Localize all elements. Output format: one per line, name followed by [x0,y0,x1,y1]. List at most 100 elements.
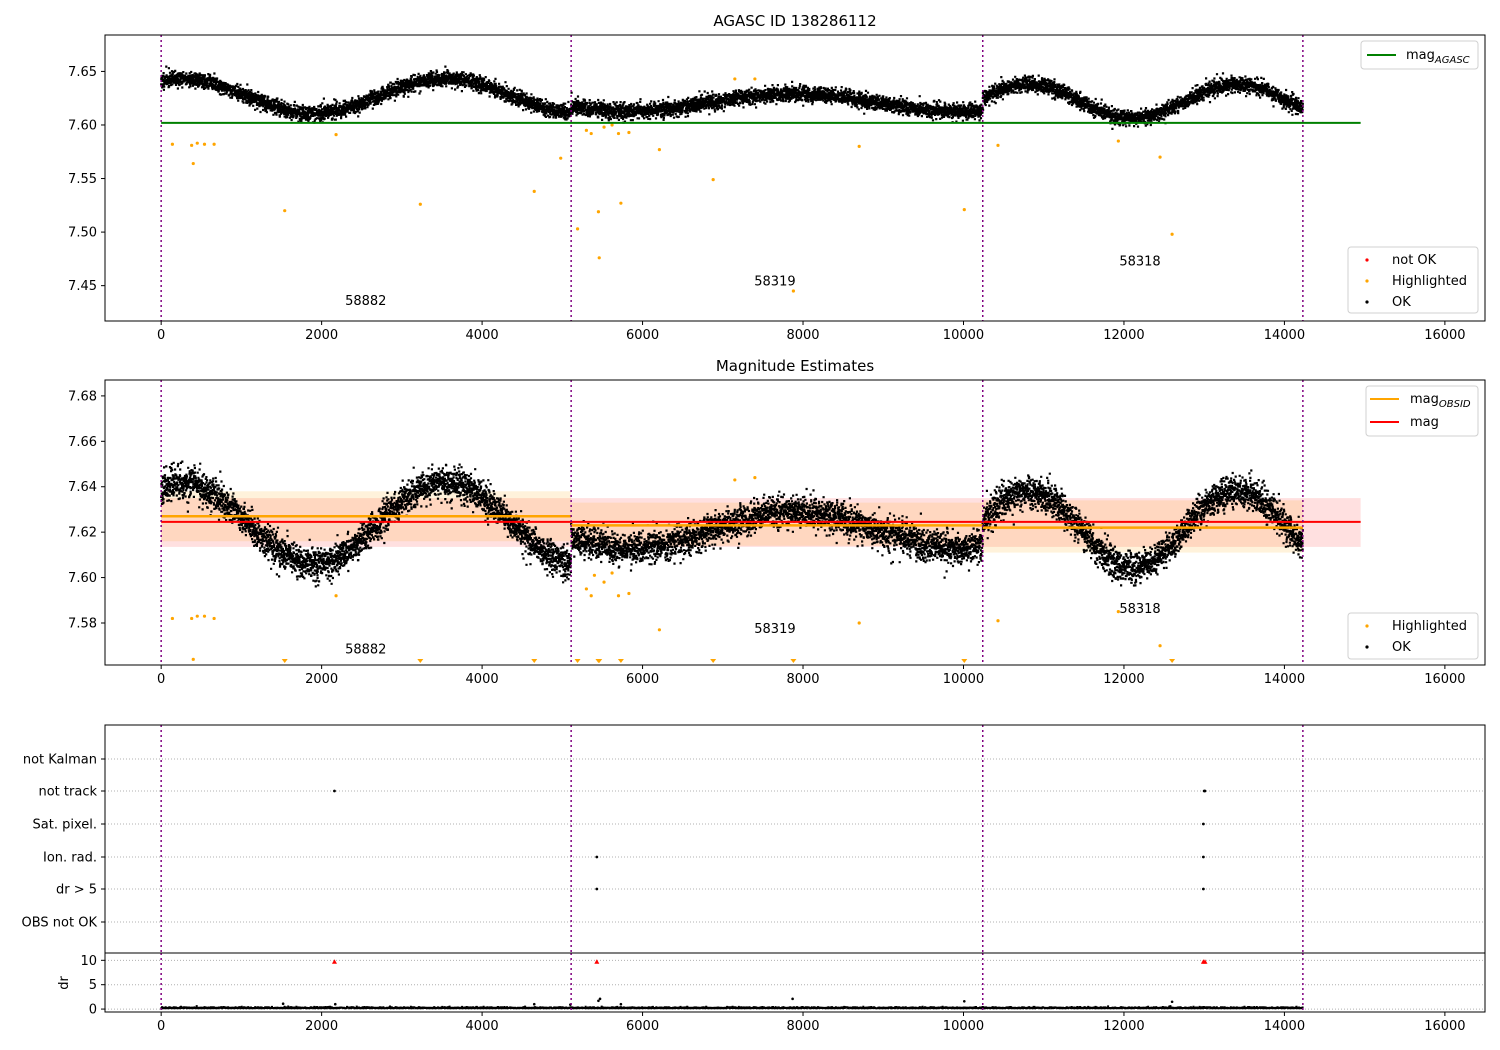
highlighted-point [610,571,614,575]
flag-point [1201,855,1205,859]
dr-outlier-point [597,999,600,1003]
highlighted-point [283,209,287,213]
obsid-labels: 58882 58319 58318 [345,254,1161,309]
panel-4-background [105,953,1485,1012]
obsid-label: 58319 [754,275,795,290]
panel-flags: not Kalman not track Sat. pixel. Ion. rad. d… [22,724,1486,954]
legend-estimate-lines: magOBSID mag [1365,385,1479,437]
highlighted-point [592,573,597,577]
panel-1-title: AGASC ID 138286112 [713,12,876,30]
out-of-range-marker [417,659,424,663]
highlighted-point [753,476,757,480]
y-tick-label: 7.62 [68,526,97,541]
y-tick-label: 7.68 [68,389,97,404]
y-tick-label: 0 [89,1003,97,1018]
legend-obsid-label: magOBSID [1410,392,1471,410]
dr-not-ok-points [331,959,1208,964]
legend-ok-marker [1365,300,1369,304]
highlighted-point [202,614,207,618]
x-tick-label: 2000 [305,328,338,343]
panel-agasc: AGASC ID 138286112 58882 58319 58318 0 2000… [68,12,1486,343]
y-tick-label: 7.60 [68,571,97,586]
highlighted-point [616,594,621,598]
dr-not-ok-marker [1202,959,1208,964]
flag-point [1203,789,1207,793]
dr-outlier-point [962,999,966,1003]
y-tick-label: 5 [89,978,97,993]
highlighted-point [996,619,1000,623]
highlighted-points [170,77,1174,293]
out-of-range-marker [574,659,581,663]
legend-not-ok-marker [1365,258,1369,262]
x-tick-label: 14000 [1264,672,1305,687]
highlighted-point [610,123,614,127]
legend-ok-marker [1365,645,1369,649]
highlighted-point [602,125,606,129]
highlighted-point [575,227,580,231]
dr-not-ok-marker [331,959,337,964]
out-of-range-marker [617,659,624,663]
legend-highlighted-label: Highlighted [1392,619,1467,634]
highlighted-point [733,478,737,482]
panel-1-frame [104,34,1486,322]
highlighted-point [857,621,861,625]
x-tick-label: 12000 [1103,328,1144,343]
highlighted-point [711,178,715,182]
highlighted-point [733,77,737,81]
x-tick-label: 0 [157,672,165,687]
highlighted-point [212,616,216,621]
flag-point [1201,887,1205,891]
highlighted-point [962,207,966,212]
reference-lines [160,35,1361,321]
flag-label: not Kalman [23,753,97,768]
x-tick-label: 2000 [305,672,338,687]
legend-mag-label: mag [1410,415,1439,430]
obsid-label: 58318 [1119,602,1160,617]
highlighted-point [602,580,606,584]
out-of-range-marker [281,659,288,663]
highlighted-point [627,130,631,135]
x-tick-label: 0 [157,328,165,343]
x-tick-label: 10000 [943,1019,984,1034]
obsid-label: 58319 [754,622,795,637]
highlighted-point [334,133,338,137]
x-ticks: 0 2000 4000 6000 8000 10000 12000 14000 16000 [157,665,1466,687]
highlighted-point [191,161,195,166]
ok-points-path [160,65,1304,130]
y-tick-label: 7.50 [68,226,97,241]
highlighted-point [619,201,623,205]
highlighted-point [791,289,795,293]
highlighted-point [559,156,563,160]
y-ticks: 7.45 7.50 7.55 7.60 7.65 [68,65,105,294]
highlighted-point [657,628,662,632]
flag-point [595,887,599,891]
x-tick-label: 16000 [1424,1019,1465,1034]
flag-label: not track [38,785,97,800]
y-tick-label: 7.66 [68,435,97,450]
out-of-range-marker [710,659,717,663]
y-tick-label: 7.45 [68,279,97,294]
highlighted-point [170,616,174,621]
legend-ok-label: OK [1392,295,1411,310]
y-ticks: 7.58 7.60 7.62 7.64 7.66 7.68 [68,389,105,631]
panel-magnitude-estimates: Magnitude Estimates 58882 58319 58318 0 200… [68,357,1486,687]
y-tick-label: 10 [80,954,97,969]
highlighted-point [170,142,174,146]
y-tick-label: 7.60 [68,118,97,133]
legend-box [1360,40,1479,70]
highlighted-point [195,141,199,145]
obs-boundaries [160,725,1304,953]
out-of-range-marker [531,659,538,663]
legend-agasc-label: magAGASC [1406,48,1470,66]
highlighted-point [657,148,662,152]
x-tick-label: 8000 [786,328,819,343]
flag-label: Sat. pixel. [33,818,97,833]
highlighted-point [996,143,1000,147]
highlighted-point [753,77,757,81]
dr-outlier-point [791,997,794,1001]
x-tick-label: 14000 [1264,328,1305,343]
highlighted-point [212,142,216,146]
legend-estimate-markers: Highlighted OK [1347,612,1479,660]
highlighted-point [589,594,593,598]
dr-outlier-point [333,1002,337,1006]
